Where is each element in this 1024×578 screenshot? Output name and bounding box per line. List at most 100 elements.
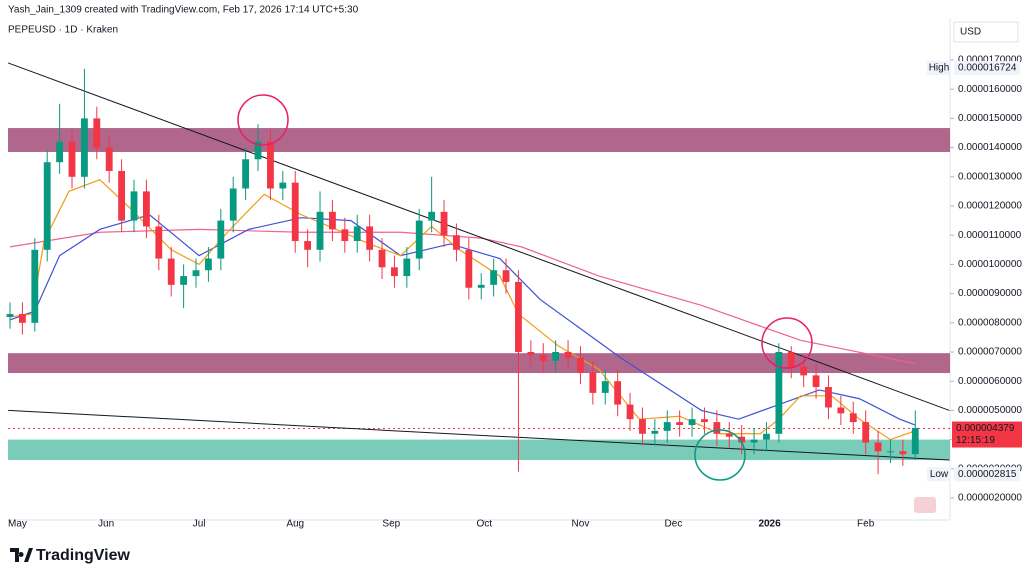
candle-body <box>763 433 770 440</box>
candle-body <box>849 413 857 423</box>
x-tick-label: Aug <box>286 519 304 530</box>
candle-body <box>80 118 88 177</box>
candle-body <box>663 422 671 431</box>
candle-body <box>911 427 919 455</box>
y-tick-label: 0.0000110000 <box>958 230 1022 241</box>
candle-body <box>267 141 274 189</box>
candle-body <box>837 407 845 414</box>
candle-body <box>688 419 696 426</box>
candle-body <box>899 451 907 455</box>
zone <box>8 128 950 152</box>
candle-body <box>93 118 101 148</box>
currency: USD <box>960 27 981 38</box>
y-tick-label: 0.0000170000 <box>958 55 1022 66</box>
y-tick-label: 0.0000150000 <box>958 113 1022 124</box>
candle-body <box>353 226 361 242</box>
candle-body <box>713 422 721 434</box>
candle-body <box>143 191 150 227</box>
last-price-box <box>952 421 1022 448</box>
candle-body <box>589 372 597 393</box>
countdown: 12:15:19 <box>956 435 995 446</box>
candle-body <box>725 433 733 437</box>
candle-body <box>130 191 138 221</box>
candle-body <box>205 258 212 271</box>
y-tick-label: 0.0000090000 <box>958 288 1022 299</box>
candle-body <box>428 211 436 221</box>
logo-icon <box>10 548 33 562</box>
candle-body <box>490 270 498 285</box>
x-tick-label: May <box>8 519 27 530</box>
candle-body <box>229 188 237 221</box>
candle-body <box>316 211 324 250</box>
candle-body <box>527 352 535 355</box>
currency-box <box>953 21 1019 43</box>
y-tick-label: 0.0000080000 <box>958 317 1022 328</box>
marker-value-box <box>954 61 1020 76</box>
flag-icon <box>914 497 936 513</box>
y-tick-label: 0.0000020000 <box>958 493 1022 504</box>
x-tick-label: 2026 <box>758 519 781 530</box>
y-tick-label: 0.0000120000 <box>958 201 1022 212</box>
x-tick-label: Jun <box>98 519 114 530</box>
candle-body <box>341 229 349 242</box>
last-price: 0.000004379 <box>956 423 1015 434</box>
candle-body <box>453 235 460 250</box>
candle-body <box>105 147 113 171</box>
candle-body <box>825 387 832 408</box>
candle-body <box>738 436 746 443</box>
zone <box>8 353 950 374</box>
candle-body <box>254 141 262 160</box>
candle-body <box>701 419 708 423</box>
candle-body <box>415 220 423 259</box>
candle-body <box>862 422 870 443</box>
y-tick-label: 0.0000160000 <box>958 84 1022 95</box>
candle-body <box>515 281 522 353</box>
candle-body <box>887 451 894 453</box>
brand-logo <box>10 548 33 562</box>
chart-title: PEPEUSD · 1D · Kraken <box>8 25 118 36</box>
y-tick-label: 0.0000050000 <box>958 405 1022 416</box>
marker-name: Low <box>930 469 949 480</box>
credit: Yash_Jain_1309 created with TradingView.… <box>8 5 359 16</box>
candle-body <box>403 258 411 277</box>
candle-body <box>577 357 584 373</box>
x-tick-label: Oct <box>477 519 493 530</box>
candle-body <box>366 226 374 250</box>
candle-body <box>539 354 547 361</box>
candle-body <box>192 270 200 277</box>
candle-body <box>812 375 820 388</box>
x-tick-label: Sep <box>382 519 400 530</box>
highlight-circle <box>694 429 746 481</box>
candle-body <box>68 141 76 177</box>
y-tick-label: 0.0000130000 <box>958 171 1022 182</box>
line-series <box>8 409 950 461</box>
candle-body <box>626 404 634 420</box>
candle-body <box>614 381 622 405</box>
candle-body <box>477 284 485 288</box>
candle-body <box>6 314 14 317</box>
candle-body <box>391 267 398 277</box>
line-series <box>9 228 916 365</box>
marker-name: High <box>929 63 950 74</box>
candle-body <box>651 430 659 434</box>
candle-body <box>552 352 560 361</box>
y-tick-label: 0.0000100000 <box>958 259 1022 270</box>
y-tick-label: 0.0000060000 <box>958 376 1022 387</box>
zone <box>8 439 950 461</box>
candle-body <box>800 366 808 376</box>
plot-area <box>6 62 950 475</box>
candle-body <box>18 314 26 323</box>
candle-body <box>291 182 299 242</box>
candle-body <box>329 211 336 230</box>
candle-body <box>564 352 572 358</box>
x-tick-label: Feb <box>857 519 875 530</box>
x-tick-label: Jul <box>193 519 206 530</box>
candle-body <box>775 352 783 434</box>
candle-body <box>242 159 250 189</box>
x-tick-label: Nov <box>572 519 590 530</box>
candle-body <box>217 220 225 259</box>
candle-body <box>31 249 39 323</box>
highlight-circle <box>237 94 289 146</box>
